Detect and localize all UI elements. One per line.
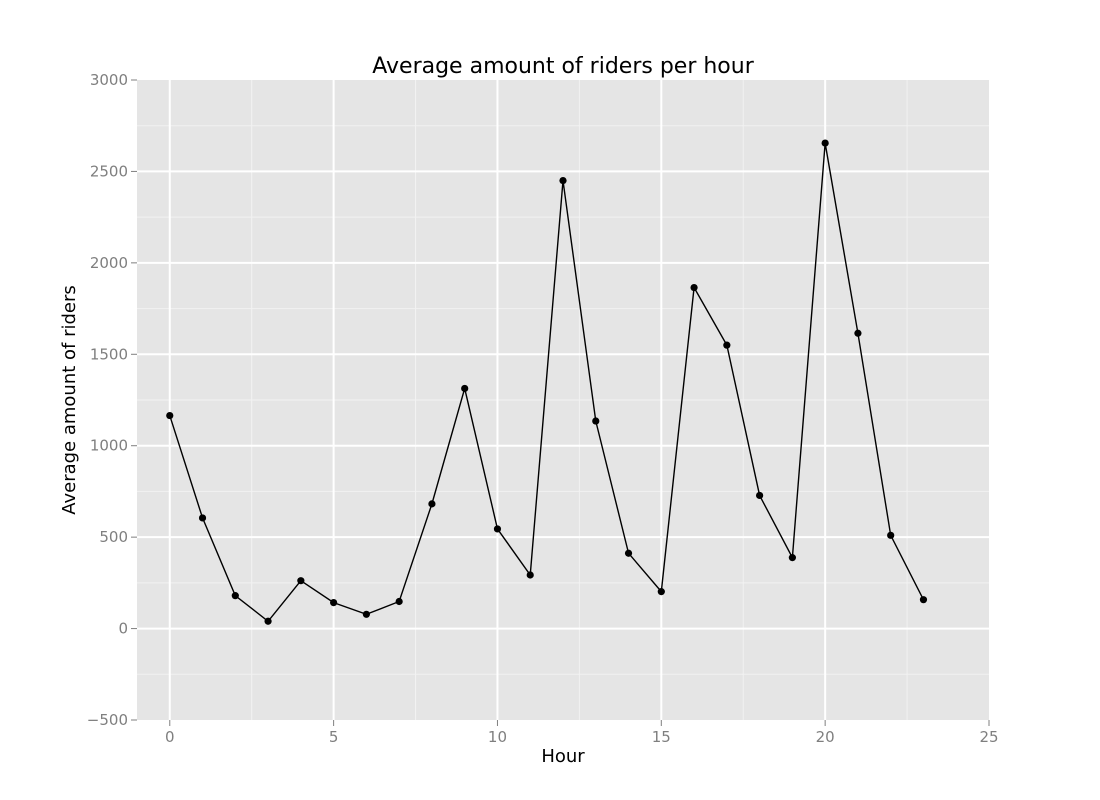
data-point — [559, 176, 567, 185]
data-point — [395, 597, 403, 606]
data-point — [428, 500, 436, 508]
y-tick-label: 0 — [118, 620, 128, 638]
major-grid — [137, 80, 989, 720]
x-tick-label: 15 — [652, 728, 671, 746]
minor-grid — [137, 80, 989, 720]
y-tick-label: 3000 — [90, 71, 128, 89]
data-point — [854, 329, 862, 337]
x-tick-label: 20 — [816, 728, 835, 746]
data-point — [919, 596, 928, 604]
y-tick-label: 1000 — [90, 437, 128, 455]
data-point — [461, 384, 469, 393]
x-tick-label: 0 — [165, 728, 175, 746]
data-layer — [166, 139, 928, 625]
data-point — [624, 549, 633, 557]
y-tick-label: −500 — [87, 711, 128, 729]
x-tick-label: 25 — [979, 728, 998, 746]
data-point — [526, 571, 534, 579]
x-axis-ticks: 0 5 10 15 20 25 — [165, 720, 999, 746]
data-point — [330, 599, 338, 607]
series-line — [169, 142, 925, 623]
y-axis-label: Average amount of riders — [59, 285, 80, 515]
data-point — [756, 491, 764, 500]
data-point — [198, 514, 207, 522]
data-point — [723, 341, 731, 349]
data-point — [166, 411, 174, 420]
x-tick-label: 5 — [329, 728, 339, 746]
data-point — [592, 417, 600, 425]
y-tick-label: 1500 — [90, 345, 128, 363]
data-point — [362, 610, 370, 618]
data-point — [657, 588, 665, 596]
chart-title: Average amount of riders per hour — [372, 54, 754, 79]
data-point — [231, 592, 239, 600]
data-point — [887, 531, 895, 539]
data-point — [297, 577, 305, 585]
y-tick-label: 2000 — [90, 254, 128, 272]
data-point — [821, 139, 829, 147]
data-point — [493, 525, 502, 533]
y-axis-ticks: −500 0 500 1000 1500 2000 2500 3000 — [87, 71, 137, 729]
data-point — [264, 617, 272, 625]
x-tick-label: 10 — [488, 728, 507, 746]
data-point — [690, 283, 698, 292]
data-point — [788, 554, 796, 562]
y-tick-label: 500 — [99, 528, 128, 546]
y-tick-label: 2500 — [90, 162, 128, 180]
x-axis-label: Hour — [541, 746, 585, 767]
